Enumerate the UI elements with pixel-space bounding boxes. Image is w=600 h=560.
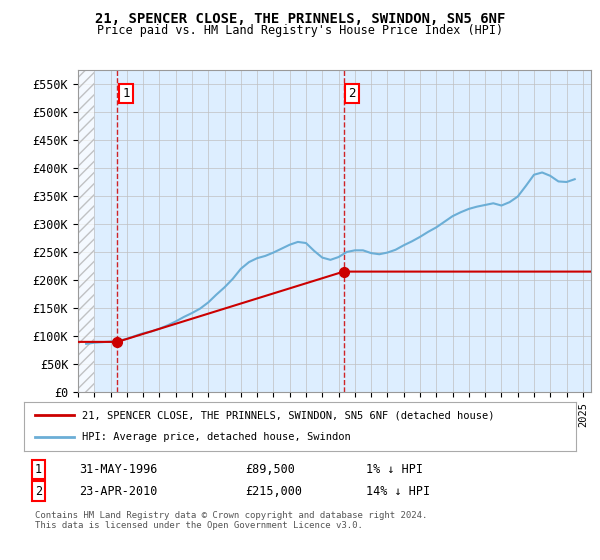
Text: 21, SPENCER CLOSE, THE PRINNELS, SWINDON, SN5 6NF: 21, SPENCER CLOSE, THE PRINNELS, SWINDON… xyxy=(95,12,505,26)
Text: £89,500: £89,500 xyxy=(245,463,295,476)
Bar xyxy=(78,70,94,392)
Text: 21, SPENCER CLOSE, THE PRINNELS, SWINDON, SN5 6NF (detached house): 21, SPENCER CLOSE, THE PRINNELS, SWINDON… xyxy=(82,411,494,421)
Text: 31-MAY-1996: 31-MAY-1996 xyxy=(79,463,158,476)
Text: 23-APR-2010: 23-APR-2010 xyxy=(79,484,158,498)
Text: HPI: Average price, detached house, Swindon: HPI: Average price, detached house, Swin… xyxy=(82,432,351,442)
Text: 14% ↓ HPI: 14% ↓ HPI xyxy=(366,484,430,498)
Text: 1: 1 xyxy=(35,463,42,476)
Text: 2: 2 xyxy=(35,484,42,498)
Text: 1: 1 xyxy=(122,87,130,100)
Text: 2: 2 xyxy=(349,87,356,100)
Text: Price paid vs. HM Land Registry's House Price Index (HPI): Price paid vs. HM Land Registry's House … xyxy=(97,24,503,37)
Text: Contains HM Land Registry data © Crown copyright and database right 2024.
This d: Contains HM Land Registry data © Crown c… xyxy=(35,511,427,530)
Text: £215,000: £215,000 xyxy=(245,484,302,498)
Text: 1% ↓ HPI: 1% ↓ HPI xyxy=(366,463,423,476)
